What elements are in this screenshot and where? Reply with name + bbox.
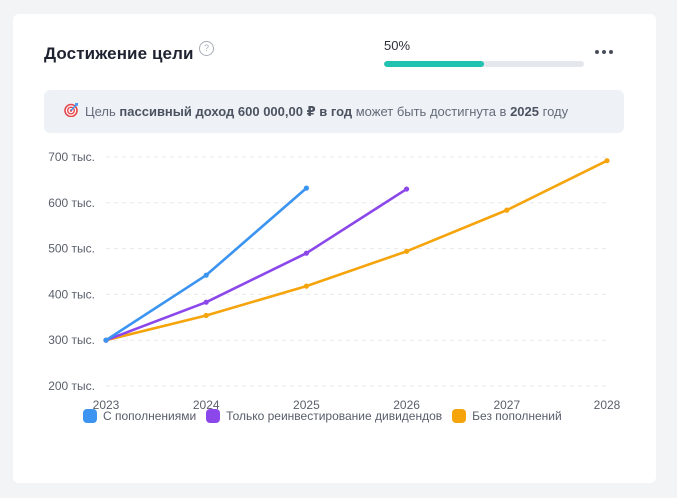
legend-swatch xyxy=(206,409,221,423)
data-point xyxy=(504,207,510,213)
progress-fill xyxy=(384,61,484,67)
legend-item[interactable]: Без пополнений xyxy=(452,409,562,423)
banner-goal: пассивный доход 600 000,00 ₽ в год xyxy=(119,103,353,119)
x-tick-label: 2023 xyxy=(93,398,120,412)
goal-banner: Цель пассивный доход 600 000,00 ₽ в год … xyxy=(44,90,624,133)
legend-label: Без пополнений xyxy=(472,409,562,423)
x-tick-label: 2028 xyxy=(594,398,621,412)
y-tick-label: 200 тыс. xyxy=(48,379,95,393)
legend-label: С пополнениями xyxy=(103,409,197,423)
legend-item[interactable]: Только реинвестирование дивидендов xyxy=(206,409,442,423)
y-tick-label: 600 тыс. xyxy=(48,196,95,210)
x-tick-label: 2024 xyxy=(193,398,220,412)
y-tick-label: 500 тыс. xyxy=(48,242,95,256)
dot xyxy=(609,50,613,54)
y-tick-label: 700 тыс. xyxy=(48,150,95,164)
data-point xyxy=(404,248,410,254)
progress-bar xyxy=(384,61,584,67)
series-line xyxy=(104,187,408,342)
data-point xyxy=(303,185,309,191)
dot xyxy=(602,50,606,54)
data-point xyxy=(203,299,209,305)
data-point xyxy=(203,272,209,278)
chart-legend: С пополнениями Только реинвестирование ди… xyxy=(83,409,564,423)
banner-year: 2025 xyxy=(510,104,539,119)
data-point xyxy=(604,158,610,164)
legend-swatch xyxy=(452,409,467,423)
banner-suffix: году xyxy=(542,104,569,119)
legend-swatch xyxy=(83,409,97,423)
data-point xyxy=(303,250,309,256)
target-icon xyxy=(64,102,79,120)
question-circle-icon[interactable]: ? xyxy=(199,41,214,56)
data-point xyxy=(404,186,410,192)
data-point xyxy=(303,283,309,289)
data-point xyxy=(203,312,209,319)
banner-prefix: Цель xyxy=(85,104,116,119)
x-tick-label: 2026 xyxy=(393,398,420,412)
banner-middle: может быть достигнута в xyxy=(355,104,507,119)
x-tick-label: 2027 xyxy=(493,398,520,412)
legend-label: Только реинвестирование дивидендов xyxy=(226,409,443,423)
y-tick-label: 400 тыс. xyxy=(48,287,95,301)
legend-item[interactable]: С пополнениями xyxy=(83,409,196,423)
y-tick-label: 300 тыс. xyxy=(48,333,95,347)
series-line xyxy=(104,159,609,342)
progress-label: 50% xyxy=(384,38,411,53)
more-dots-icon[interactable] xyxy=(591,42,617,62)
data-point xyxy=(103,337,109,343)
card-title: Достижение цели xyxy=(44,44,194,63)
dot xyxy=(595,50,599,54)
x-tick-label: 2025 xyxy=(293,398,320,412)
